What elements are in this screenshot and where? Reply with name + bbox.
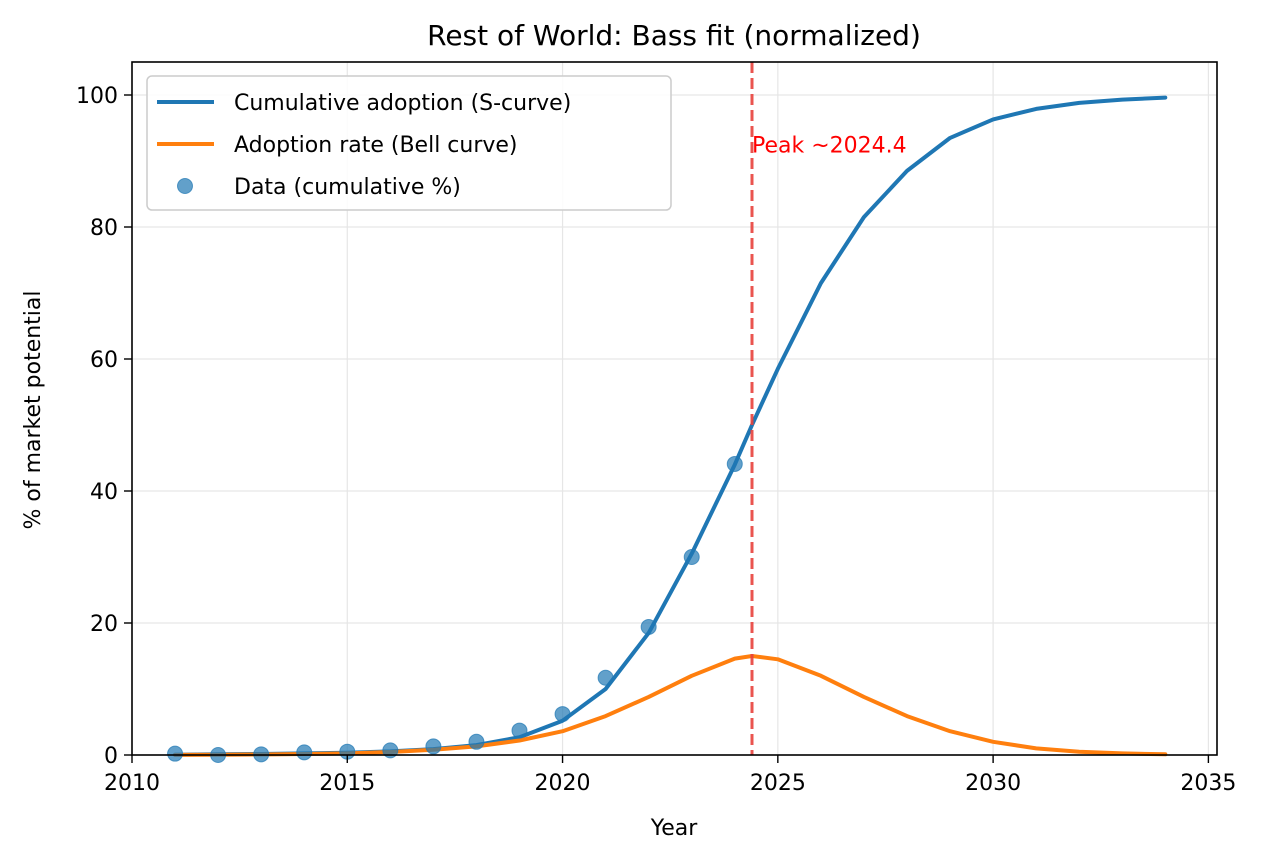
legend-label: Adoption rate (Bell curve) — [234, 133, 518, 158]
legend-label: Cumulative adoption (S-curve) — [234, 91, 571, 116]
chart-title: Rest of World: Bass fit (normalized) — [427, 19, 921, 52]
x-tick-label: 2035 — [1180, 771, 1236, 796]
data-point — [468, 733, 485, 750]
y-tick-label: 40 — [90, 480, 118, 505]
y-axis-label: % of market potential — [21, 290, 46, 529]
x-tick-label: 2025 — [750, 771, 806, 796]
legend-box — [146, 75, 672, 211]
data-point — [554, 706, 571, 723]
x-tick-label: 2030 — [965, 771, 1021, 796]
x-axis-label: Year — [650, 816, 699, 841]
data-point — [511, 722, 528, 739]
y-tick-label: 60 — [90, 348, 118, 373]
x-tick-label: 2015 — [319, 771, 375, 796]
data-point — [640, 618, 657, 635]
data-point — [167, 745, 184, 762]
y-tick-label: 0 — [104, 744, 118, 769]
peak-annotation: Peak ~2024.4 — [752, 134, 907, 159]
data-point — [382, 742, 399, 759]
x-tick-label: 2020 — [535, 771, 591, 796]
x-tick-label: 2010 — [104, 771, 160, 796]
data-point — [726, 455, 743, 472]
axes-frame — [131, 61, 1218, 756]
y-tick-label: 80 — [90, 216, 118, 241]
data-point — [683, 549, 700, 565]
legend-swatch-marker — [177, 178, 193, 194]
legend-label: Data (cumulative %) — [234, 175, 461, 200]
data-point — [296, 744, 313, 761]
y-tick-label: 100 — [76, 84, 118, 109]
plot-area: Peak ~2024.4 2010 2015 2020 2025 2030 2035 0 20 4… — [76, 61, 1236, 796]
y-tick-label: 20 — [90, 612, 118, 637]
data-point — [597, 669, 614, 686]
data-point — [425, 738, 442, 755]
